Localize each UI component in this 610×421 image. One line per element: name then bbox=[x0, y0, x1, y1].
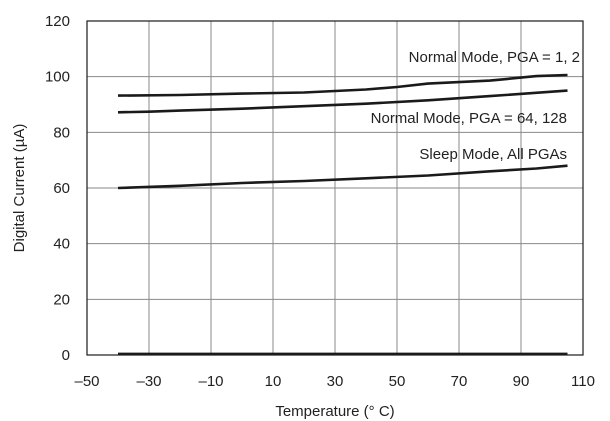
y-axis-title: Digital Current (µA) bbox=[11, 124, 28, 253]
x-tick-label: 110 bbox=[571, 373, 595, 390]
x-tick-label: –10 bbox=[198, 373, 223, 390]
series-label-2: Sleep Mode, All PGAs bbox=[419, 146, 567, 163]
series-label-0: Normal Mode, PGA = 1, 2 bbox=[409, 49, 580, 66]
y-tick-label: 80 bbox=[53, 124, 70, 141]
x-tick-label: –30 bbox=[136, 373, 161, 390]
x-tick-label: 10 bbox=[265, 373, 282, 390]
grid bbox=[87, 21, 583, 355]
x-tick-label: 50 bbox=[389, 373, 406, 390]
y-axis-ticks: 0 20 40 60 80 100 120 bbox=[45, 13, 70, 364]
x-axis-ticks: –50 –30 –10 10 30 50 70 90 110 bbox=[74, 373, 594, 390]
x-tick-label: 90 bbox=[513, 373, 530, 390]
y-tick-label: 60 bbox=[53, 180, 70, 197]
x-tick-label: 70 bbox=[451, 373, 468, 390]
y-tick-label: 120 bbox=[45, 13, 70, 30]
series-lines bbox=[117, 73, 568, 356]
y-tick-label: 0 bbox=[62, 347, 70, 364]
x-tick-label: –50 bbox=[74, 373, 99, 390]
series-line-1 bbox=[117, 89, 568, 114]
y-tick-label: 100 bbox=[45, 69, 70, 86]
y-tick-label: 20 bbox=[53, 291, 70, 308]
x-tick-label: 30 bbox=[327, 373, 344, 390]
series-label-1: Normal Mode, PGA = 64, 128 bbox=[371, 110, 567, 127]
series-line-0 bbox=[117, 73, 568, 97]
series-line-2 bbox=[117, 164, 568, 190]
y-tick-label: 40 bbox=[53, 236, 70, 253]
series-annotations: Normal Mode, PGA = 1, 2 Normal Mode, PGA … bbox=[371, 49, 580, 163]
x-axis-title: Temperature (° C) bbox=[275, 403, 394, 420]
